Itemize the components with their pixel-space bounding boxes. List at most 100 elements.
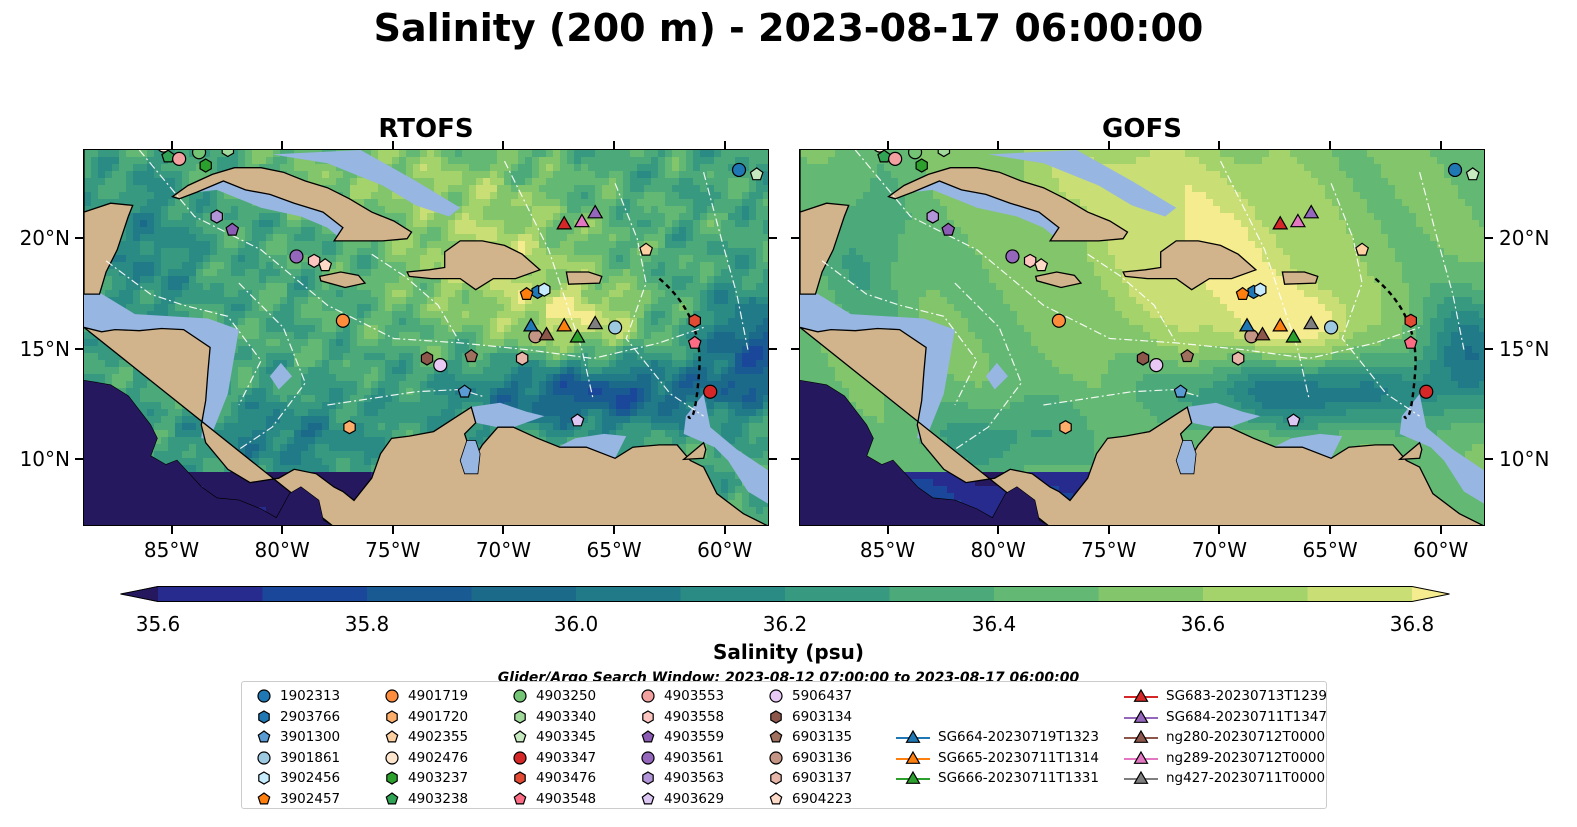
marker-6903135[interactable] — [464, 348, 479, 363]
marker-4903347[interactable] — [1419, 384, 1434, 399]
marker-4901719[interactable] — [335, 313, 351, 328]
marker-5906437[interactable] — [433, 358, 448, 373]
marker-6903136[interactable] — [1244, 329, 1259, 344]
marker-6903134[interactable] — [1136, 351, 1150, 366]
legend-marker-hexagon-icon — [514, 709, 526, 724]
marker-4901720[interactable] — [343, 420, 356, 435]
marker-4903559[interactable] — [941, 222, 956, 236]
marker-4903563[interactable] — [210, 209, 223, 224]
x-tick-label: 70°W — [475, 538, 532, 562]
marker-4903558[interactable] — [1023, 253, 1037, 269]
legend-item: 4902476 — [384, 748, 468, 768]
marker-4901719[interactable] — [1051, 313, 1067, 328]
marker-3901861[interactable] — [607, 320, 623, 335]
legend-item: 2903766 — [256, 707, 340, 727]
marker-SG683-20230713T1239[interactable] — [1272, 215, 1289, 230]
marker-4903553[interactable] — [888, 151, 903, 166]
legend-label: 3901861 — [280, 749, 341, 766]
y-tick-mark — [75, 347, 83, 350]
marker-4903548[interactable] — [1403, 335, 1418, 349]
marker-4903238[interactable] — [877, 150, 892, 163]
y-tick-mark — [791, 458, 799, 461]
panel-title-rtofs: RTOFS — [378, 114, 474, 144]
marker-6904223[interactable] — [318, 258, 333, 272]
marker-SG664-20230719T1323[interactable] — [522, 317, 540, 332]
marker-SG683-20230713T1239[interactable] — [556, 215, 573, 230]
marker-6904223[interactable] — [1034, 258, 1049, 272]
marker-4903558[interactable] — [307, 253, 321, 269]
marker-4903237[interactable] — [199, 158, 212, 173]
x-tick-label: 60°W — [697, 538, 753, 562]
marker-4903561[interactable] — [289, 249, 304, 264]
marker-4903340[interactable] — [221, 150, 235, 158]
marker-4903250[interactable] — [907, 150, 923, 160]
marker-4903629[interactable] — [1286, 413, 1301, 427]
legend-label: 3902456 — [280, 770, 341, 787]
map-panel-gofs[interactable] — [799, 149, 1485, 526]
marker-SG665-20230711T1314[interactable] — [556, 317, 573, 332]
marker-4903476[interactable] — [688, 313, 702, 328]
marker-SG666-20230711T1331[interactable] — [569, 328, 586, 343]
marker-SG665-20230711T1314[interactable] — [1272, 317, 1289, 332]
marker-3902456[interactable] — [538, 282, 551, 297]
marker-5906437[interactable] — [1149, 358, 1164, 373]
legend-item: 4903563 — [640, 768, 724, 788]
legend-label: SG684-20230711T1347 — [1166, 708, 1327, 725]
marker-4901720[interactable] — [1059, 420, 1072, 435]
marker-4903629[interactable] — [570, 413, 585, 427]
lesser-antilles — [1374, 277, 1417, 420]
marker-ng427-20230711T0000[interactable] — [1303, 315, 1320, 330]
marker-ng289-20230712T0000[interactable] — [1289, 213, 1306, 228]
marker-4903553[interactable] — [172, 151, 187, 166]
marker-3902457[interactable] — [519, 286, 534, 300]
marker-6903134[interactable] — [420, 351, 434, 366]
legend-item: 4903553 — [640, 686, 724, 706]
marker-ng280-20230712T0000[interactable] — [538, 326, 555, 341]
marker-6903136[interactable] — [528, 329, 543, 344]
x-tick-label: 85°W — [143, 538, 200, 562]
marker-4902355[interactable] — [1355, 242, 1370, 256]
marker-1902313[interactable] — [1447, 162, 1463, 178]
lesser-antilles — [658, 277, 701, 420]
marker-3901300[interactable] — [1173, 384, 1188, 398]
marker-4903238[interactable] — [161, 150, 176, 163]
legend-label: 2903766 — [280, 708, 341, 725]
legend-marker-pentagon-icon — [513, 792, 527, 805]
x-tick-mark — [1329, 141, 1332, 149]
marker-4902355[interactable] — [639, 242, 654, 256]
marker-4903345[interactable] — [749, 167, 764, 181]
legend-item: 4903250 — [512, 686, 596, 706]
marker-ng427-20230711T0000[interactable] — [587, 315, 604, 330]
marker-1902313[interactable] — [731, 162, 747, 178]
marker-6903137[interactable] — [515, 351, 529, 366]
marker-4903345[interactable] — [1465, 167, 1480, 181]
marker-4903476[interactable] — [1404, 313, 1418, 328]
marker-4903250[interactable] — [191, 150, 207, 160]
marker-SG666-20230711T1331[interactable] — [1285, 328, 1302, 343]
legend-item: 3902457 — [256, 789, 340, 809]
marker-4903548[interactable] — [687, 335, 702, 349]
legend-label: 4902476 — [408, 749, 469, 766]
legend-label: SG666-20230711T1331 — [938, 770, 1099, 787]
marker-4903347[interactable] — [703, 384, 718, 399]
marker-3901861[interactable] — [1323, 320, 1339, 335]
marker-SG684-20230711T1347[interactable] — [587, 204, 604, 219]
map-panel-rtofs[interactable] — [83, 149, 769, 526]
marker-4903237[interactable] — [915, 158, 928, 173]
marker-3902457[interactable] — [1235, 286, 1250, 300]
marker-4903340[interactable] — [937, 150, 951, 158]
marker-3902456[interactable] — [1254, 282, 1267, 297]
colorbar-segment — [576, 586, 682, 602]
marker-4903559[interactable] — [225, 222, 240, 236]
marker-3901300[interactable] — [457, 384, 472, 398]
marker-6903137[interactable] — [1231, 351, 1245, 366]
marker-4903561[interactable] — [1005, 249, 1020, 264]
marker-6903135[interactable] — [1180, 348, 1195, 363]
marker-4903563[interactable] — [926, 209, 939, 224]
colorbar-segment — [1203, 586, 1309, 602]
marker-ng280-20230712T0000[interactable] — [1254, 326, 1271, 341]
marker-SG664-20230719T1323[interactable] — [1238, 317, 1256, 332]
marker-SG684-20230711T1347[interactable] — [1303, 204, 1320, 219]
colorbar-tick-label: 35.6 — [135, 612, 181, 636]
marker-ng289-20230712T0000[interactable] — [573, 213, 590, 228]
